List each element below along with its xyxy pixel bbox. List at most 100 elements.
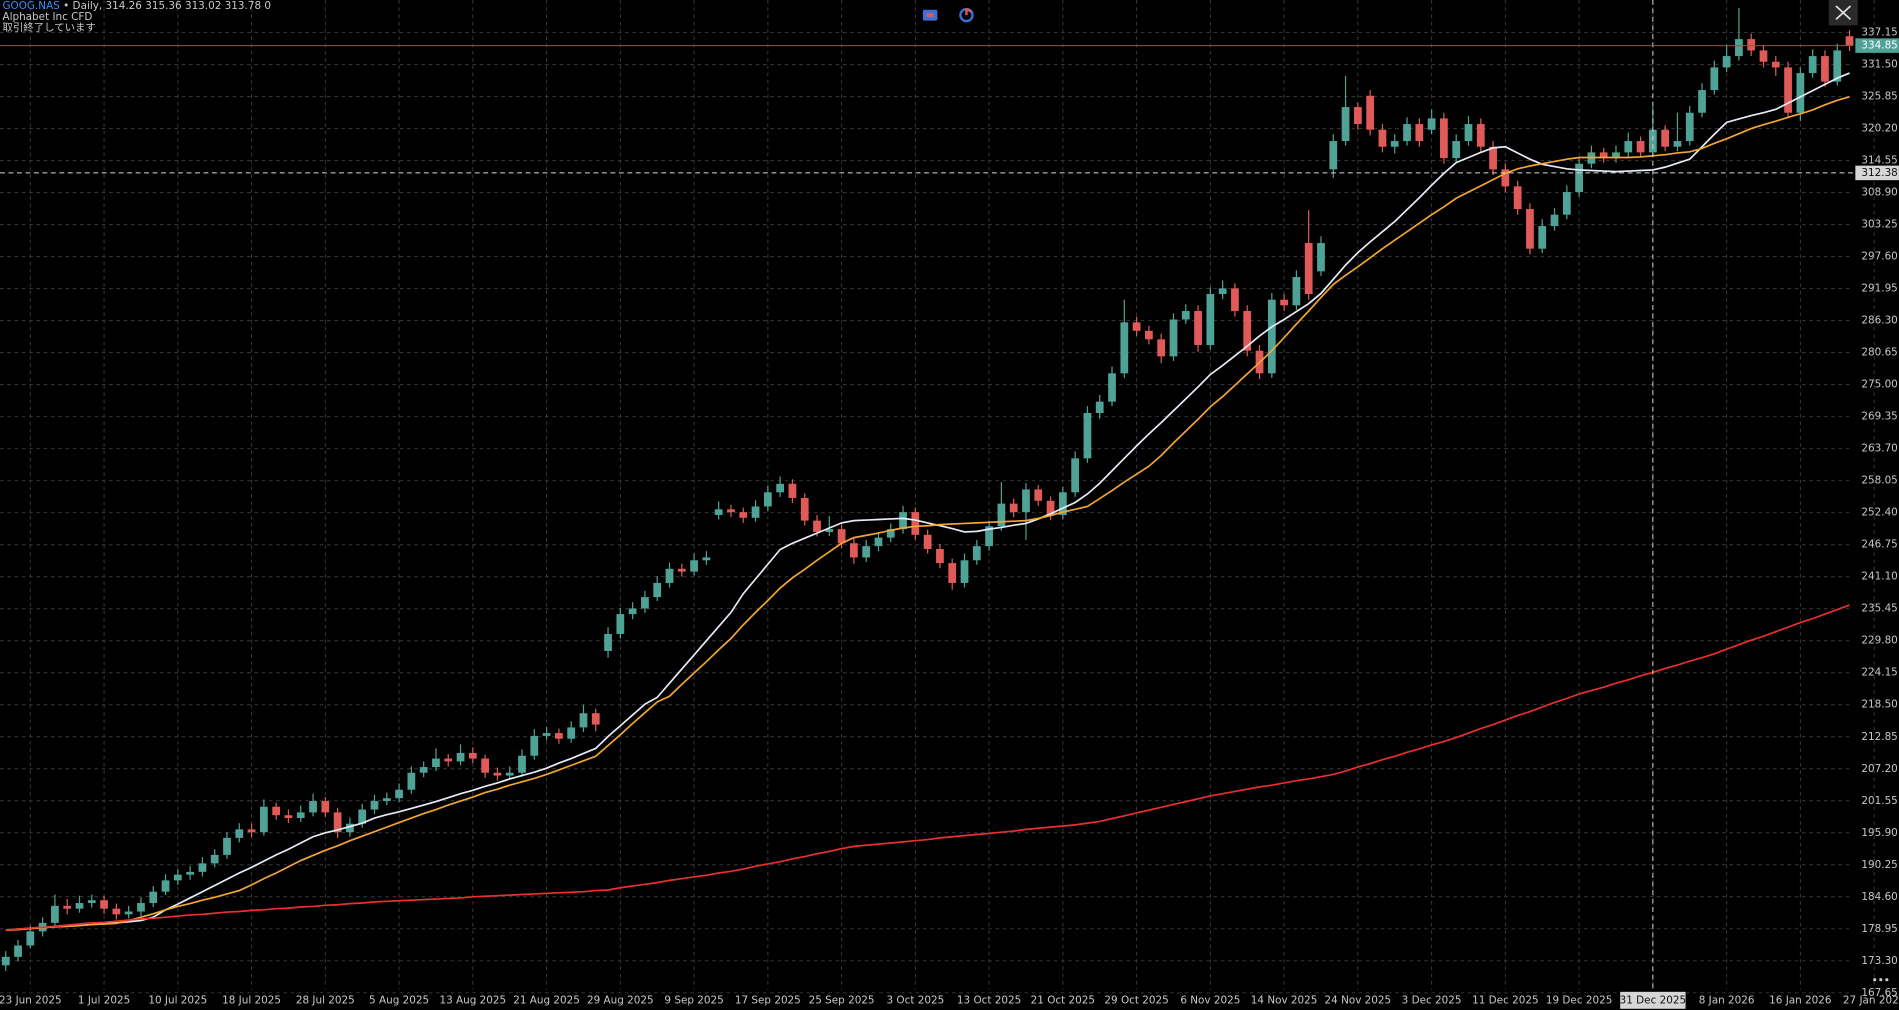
candle-body bbox=[788, 483, 797, 498]
toolbar-icon[interactable] bbox=[959, 7, 974, 23]
candle-body bbox=[530, 735, 539, 756]
y-tick-label: 258.05 bbox=[1861, 475, 1897, 487]
candle-body bbox=[1034, 489, 1043, 501]
candle-body bbox=[161, 880, 170, 892]
candle-body bbox=[358, 809, 367, 824]
y-tick-label: 269.35 bbox=[1861, 411, 1897, 423]
candle-body bbox=[1304, 243, 1313, 295]
candle-body bbox=[1194, 311, 1202, 346]
x-tick-label: 8 Jan 2026 bbox=[1699, 994, 1755, 1006]
y-tick-label: 173.30 bbox=[1861, 955, 1897, 967]
candle-body bbox=[259, 806, 268, 833]
candle-body bbox=[1550, 214, 1559, 227]
y-tick-label: 314.55 bbox=[1861, 155, 1897, 167]
candle-body bbox=[173, 874, 182, 881]
x-tick-label: 3 Dec 2025 bbox=[1402, 994, 1462, 1006]
candle-body bbox=[800, 497, 809, 521]
candle-body bbox=[1759, 50, 1768, 62]
x-tick-label: 25 Sep 2025 bbox=[809, 994, 875, 1006]
candle-body bbox=[518, 755, 526, 773]
y-tick-label: 331.50 bbox=[1861, 59, 1897, 71]
candle-body bbox=[1624, 141, 1633, 153]
header-line: GOOG.NAS • Daily, 314.26 315.36 313.02 3… bbox=[2, 0, 271, 12]
candle-body bbox=[1845, 36, 1854, 46]
market-status: 取引終了しています bbox=[2, 21, 95, 34]
candle-body bbox=[198, 863, 207, 872]
candle-body bbox=[1636, 141, 1645, 153]
x-tick-label: 28 Jul 2025 bbox=[296, 994, 355, 1006]
moving-average-line bbox=[5, 96, 1850, 932]
candle-body bbox=[321, 801, 330, 813]
candle-body bbox=[1513, 186, 1522, 210]
candle-body bbox=[1145, 330, 1153, 340]
y-tick-label: 190.25 bbox=[1861, 859, 1897, 871]
x-tick-label: 21 Oct 2025 bbox=[1031, 994, 1095, 1006]
candle-body bbox=[1366, 95, 1375, 130]
close-icon bbox=[1835, 5, 1852, 21]
candle-body bbox=[1747, 39, 1756, 51]
y-tick-label: 218.50 bbox=[1861, 699, 1897, 711]
moving-average-line bbox=[5, 604, 1850, 932]
x-tick-label: 13 Oct 2025 bbox=[957, 994, 1021, 1006]
candle-body bbox=[1329, 141, 1338, 170]
candle-body bbox=[751, 506, 760, 518]
y-tick-label: 241.10 bbox=[1861, 571, 1897, 583]
candle-body bbox=[690, 560, 698, 572]
ohlc-summary: • Daily, 314.26 315.36 313.02 313.78 0 bbox=[63, 0, 271, 12]
dot bbox=[1885, 978, 1889, 982]
candle-body bbox=[972, 546, 981, 561]
x-tick-label: 27 Jan 2026 bbox=[1843, 994, 1899, 1006]
y-tick-label: 320.20 bbox=[1861, 123, 1897, 135]
close-button[interactable] bbox=[1828, 0, 1858, 26]
y-tick-label: 275.00 bbox=[1861, 379, 1897, 391]
icon-shape bbox=[926, 13, 934, 17]
y-tick-label: 184.60 bbox=[1861, 891, 1897, 903]
y-tick-label: 246.75 bbox=[1861, 539, 1897, 551]
candle-body bbox=[1821, 56, 1829, 82]
candle-body bbox=[1648, 129, 1657, 153]
candle-body bbox=[899, 512, 907, 530]
candle-body bbox=[1009, 503, 1018, 513]
x-tick-label: 29 Aug 2025 bbox=[587, 994, 654, 1006]
y-tick-label: 286.30 bbox=[1861, 315, 1897, 327]
candle-body bbox=[87, 900, 96, 904]
candle-body bbox=[63, 905, 72, 909]
crosshair-price: 312.38 bbox=[1861, 167, 1897, 179]
y-tick-label: 308.90 bbox=[1861, 187, 1897, 199]
candle-body bbox=[1095, 401, 1104, 413]
x-tick-label: 18 Jul 2025 bbox=[222, 994, 281, 1006]
candle-body bbox=[1218, 288, 1227, 295]
candle-body bbox=[444, 758, 453, 762]
candle-body bbox=[493, 772, 502, 776]
candle-body bbox=[468, 752, 477, 759]
icon-shape bbox=[965, 8, 973, 16]
candle-body bbox=[1231, 288, 1239, 312]
more-button[interactable] bbox=[1873, 978, 1889, 982]
candle-body bbox=[960, 560, 969, 583]
x-tick-label: 5 Aug 2025 bbox=[369, 994, 429, 1006]
candle-body bbox=[1685, 112, 1694, 142]
x-tick-label: 14 Nov 2025 bbox=[1251, 994, 1318, 1006]
candle-body bbox=[641, 597, 649, 609]
candle-body bbox=[137, 903, 145, 912]
candle-body bbox=[1501, 169, 1510, 187]
toolbar-icon[interactable] bbox=[922, 9, 938, 21]
x-tick-label: 17 Sep 2025 bbox=[735, 994, 801, 1006]
candle-body bbox=[235, 829, 244, 838]
candle-body bbox=[1612, 152, 1620, 159]
x-tick-label: 19 Dec 2025 bbox=[1546, 994, 1612, 1006]
candle-body bbox=[1169, 319, 1178, 357]
candle-body bbox=[1022, 489, 1030, 513]
y-tick-label: 207.20 bbox=[1861, 763, 1897, 775]
y-tick-label: 201.55 bbox=[1861, 795, 1897, 807]
candle-body bbox=[1784, 67, 1792, 113]
candle-body bbox=[272, 806, 281, 816]
candle-body bbox=[333, 812, 342, 833]
candle-body bbox=[874, 537, 883, 547]
candle-body bbox=[456, 752, 465, 762]
candle-body bbox=[296, 812, 305, 819]
x-tick-label: 16 Jan 2026 bbox=[1769, 994, 1831, 1006]
candle-body bbox=[1452, 141, 1461, 159]
crosshair-date-box bbox=[1620, 991, 1686, 1009]
